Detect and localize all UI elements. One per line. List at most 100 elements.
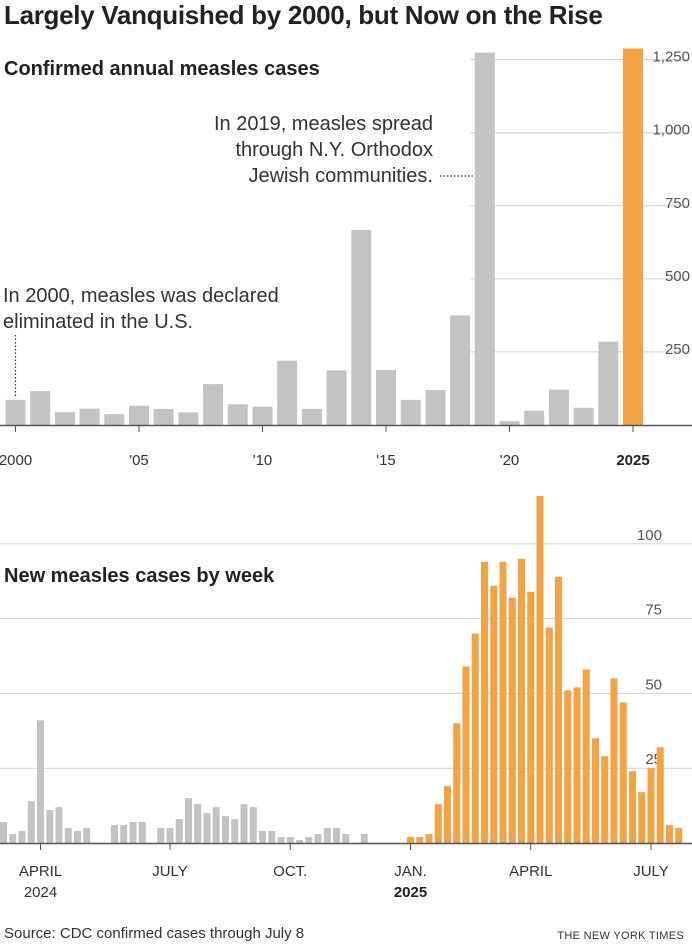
weekly-bar-2024 <box>268 831 276 843</box>
weekly-x-tick-label: JULY <box>633 863 669 880</box>
weekly-bar-2024 <box>55 807 63 843</box>
annual-bar-2003 <box>79 408 100 425</box>
weekly-bar-2025 <box>481 561 488 843</box>
weekly-bar-2024 <box>222 816 229 843</box>
weekly-x-tick-label: APRIL <box>19 863 62 880</box>
weekly-bar-2025 <box>536 495 544 843</box>
weekly-bar-2024 <box>259 831 266 843</box>
weekly-x-tick-year: 2025 <box>394 884 427 901</box>
weekly-bar-2024 <box>323 828 331 843</box>
weekly-bar-2024 <box>333 828 340 843</box>
weekly-x-tick-label: JAN. <box>394 863 427 880</box>
annual-x-tick-label: 2025 <box>616 452 649 469</box>
ny-annotation-line-1: In 2019, measles spread <box>213 113 433 135</box>
weekly-bar-2024 <box>111 825 118 843</box>
weekly-bar-2025 <box>656 747 664 843</box>
weekly-bar-2025 <box>425 834 433 843</box>
weekly-x-tick-label: OCT. <box>273 863 307 880</box>
elimination-annotation-line-1: In 2000, measles was declared <box>3 285 279 307</box>
annual-y-tick-label: 1,000 <box>652 122 690 139</box>
annual-y-tick-label: 750 <box>665 195 690 212</box>
weekly-bar-2025 <box>619 702 627 843</box>
weekly-bar-2024 <box>342 834 350 843</box>
weekly-bar-2025 <box>453 723 461 843</box>
weekly-bar-2025 <box>610 678 618 843</box>
annual-x-tick-label: '05 <box>129 452 149 469</box>
annual-bar-2015 <box>376 370 396 425</box>
annual-bar-2019 <box>474 52 495 425</box>
weekly-bar-2024 <box>286 837 294 843</box>
weekly-bar-2025 <box>555 576 562 843</box>
weekly-bar-2025 <box>592 738 599 843</box>
weekly-bar-2024 <box>231 819 239 843</box>
annual-cases-chart: 250 500 750 1,000 1,250 2000 '05 '10 '15 '20 2025 <box>0 48 692 469</box>
ny-annotation: In 2019, measles spread through N.Y. Ort… <box>214 111 433 189</box>
weekly-bar-2025 <box>564 690 572 843</box>
weekly-bar-2025 <box>675 828 683 843</box>
annual-bar-2012 <box>301 408 322 425</box>
annual-bar-2000 <box>5 399 26 425</box>
weekly-bar-2024 <box>249 807 257 843</box>
weekly-bar-2025 <box>416 837 424 843</box>
credit-line: THE NEW YORK TIMES <box>557 930 684 942</box>
weekly-bar-2024 <box>18 831 26 843</box>
weekly-bar-2025 <box>508 597 516 843</box>
weekly-bar-2024 <box>212 807 220 843</box>
annual-bar-2020 <box>499 421 520 425</box>
weekly-bar-2025 <box>518 558 525 843</box>
weekly-bar-2024 <box>27 801 35 843</box>
weekly-y-tick-label: 75 <box>645 602 662 619</box>
weekly-bar-2024 <box>0 822 7 843</box>
annual-bar-2009 <box>227 404 248 425</box>
weekly-bar-2024 <box>314 834 322 843</box>
annual-chart-title: Confirmed annual measles cases <box>4 58 320 80</box>
weekly-bar-2024 <box>194 804 202 843</box>
annual-y-tick-label: 250 <box>665 341 690 358</box>
weekly-chart-title: New measles cases by week <box>4 565 275 587</box>
weekly-bar-2025 <box>490 585 498 843</box>
annual-x-tick-label: '10 <box>253 452 273 469</box>
weekly-bar-2024 <box>305 837 313 843</box>
weekly-bar-2024 <box>120 825 128 843</box>
weekly-bar-2025 <box>462 666 470 843</box>
source-note: Source: CDC confirmed cases through July… <box>4 925 305 942</box>
annual-y-tick-label: 500 <box>665 268 690 285</box>
annual-bar-2004 <box>104 414 125 425</box>
weekly-bar-2024 <box>185 798 192 843</box>
annual-bar-2010 <box>252 406 273 425</box>
annual-bar-2014 <box>351 230 372 425</box>
annual-y-tick-label: 1,250 <box>652 49 690 66</box>
annual-bar-2024 <box>598 341 619 425</box>
weekly-bar-2024 <box>166 828 174 843</box>
annual-bar-2017 <box>425 389 446 425</box>
elimination-annotation-line-2: eliminated in the U.S. <box>3 311 194 333</box>
weekly-bar-2025 <box>471 633 479 843</box>
weekly-bar-2024 <box>296 840 303 843</box>
weekly-bar-2024 <box>9 834 17 843</box>
weekly-bar-2024 <box>74 831 81 843</box>
annual-bar-2016 <box>400 399 421 425</box>
weekly-y-tick-label: 50 <box>645 676 662 693</box>
annual-x-tick-label: '15 <box>376 452 396 469</box>
weekly-bar-2024 <box>138 822 146 843</box>
weekly-bar-2025 <box>666 825 673 843</box>
annual-bar-2001 <box>30 391 51 425</box>
weekly-bar-2024 <box>175 819 183 843</box>
weekly-bar-2024 <box>46 810 54 843</box>
weekly-bar-2024 <box>360 834 368 843</box>
annual-bar-2023 <box>573 407 594 425</box>
weekly-bar-2024 <box>83 828 91 843</box>
weekly-bar-2024 <box>277 837 285 843</box>
annual-bar-2005 <box>129 405 149 425</box>
weekly-bar-2025 <box>499 561 507 843</box>
weekly-bar-2025 <box>444 786 451 843</box>
weekly-bar-2025 <box>434 804 442 843</box>
weekly-bar-2024 <box>240 804 248 843</box>
annual-bar-2021 <box>524 410 545 425</box>
chart-title: Largely Vanquished by 2000, but Now on t… <box>4 0 603 30</box>
annual-bar-2025 <box>623 48 643 425</box>
ny-annotation-line-3: Jewish communities. <box>248 165 433 187</box>
weekly-y-tick-label: 100 <box>637 527 662 544</box>
weekly-bar-2024 <box>129 822 137 843</box>
